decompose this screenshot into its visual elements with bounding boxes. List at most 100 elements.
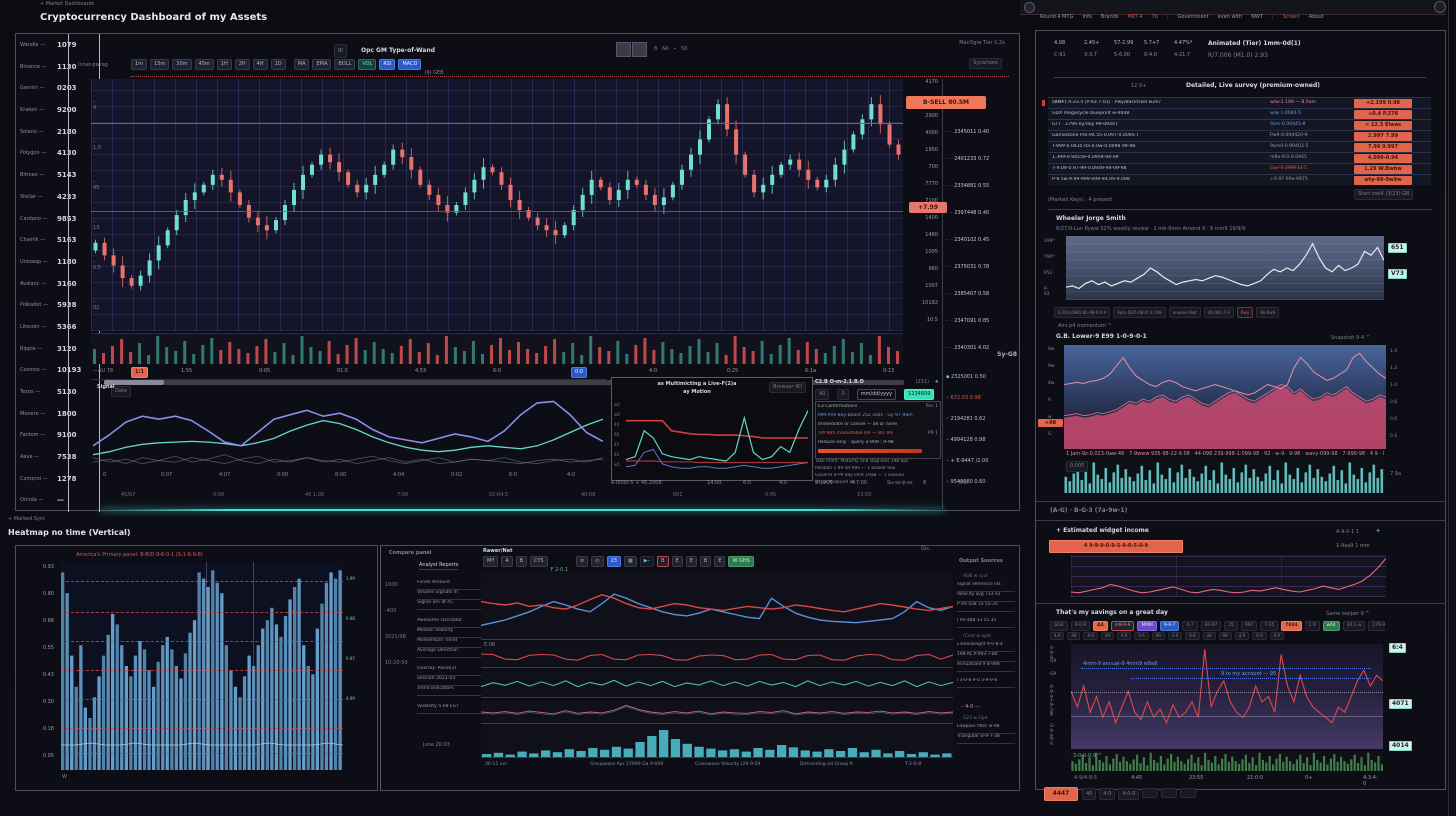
order-entry-row[interactable]: Immediate or cancel — all or none: [818, 422, 898, 427]
order-book-row[interactable]: – – 2401233 0.72: [946, 156, 990, 162]
spiky-toolbar-chip-2[interactable]: 9-9: [1252, 632, 1267, 640]
ridge-badge[interactable]: V73: [1388, 269, 1407, 279]
watchlist-row[interactable]: Litecoin — 5366: [16, 318, 101, 340]
spiky-toolbar-chip-2[interactable]: 99: [1067, 632, 1081, 640]
survey-row-button[interactable]: +0.4 P.278: [1354, 109, 1412, 119]
navbar-item[interactable]: MKT 4: [1127, 14, 1143, 20]
watchlist-row[interactable]: Solano — 2180: [16, 123, 101, 145]
spiky-toolbar-chip[interactable]: m9-9-9: [1110, 621, 1135, 631]
watchlist-row[interactable]: Wandle — 1079: [16, 36, 101, 58]
spiky-toolbar-chip-2[interactable]: 9.9: [1083, 632, 1098, 640]
spiky-action-button[interactable]: 4447: [1044, 787, 1078, 801]
survey-row-button[interactable]: 1.29 W.Bwbw: [1354, 164, 1412, 174]
order-book-row[interactable]: – – 2385407 0.58: [946, 291, 990, 297]
lev-field[interactable]: 0: [837, 389, 849, 400]
spiky-toolbar-chip[interactable]: 1.9: [1304, 621, 1320, 631]
compare-right-row[interactable]: Triangular w-9-7-38: [957, 734, 1015, 744]
income-add-icon[interactable]: +: [1376, 528, 1381, 534]
watchlist-row[interactable]: Tezos — 5130: [16, 383, 101, 405]
chart-scrollbar[interactable]: [104, 380, 904, 385]
candlestick-chart[interactable]: [91, 79, 903, 331]
spiky-toolbar-chip[interactable]: 9-9-7: [1159, 621, 1180, 631]
ridge-footer-chip[interactable]: 9am (835-08-0) 2-198: [1113, 307, 1166, 318]
survey-row[interactable]: 1.399-0.94559-0.0959-94-09 m9a-9.0-0.0945…: [1048, 152, 1431, 163]
watchlist-row[interactable]: Chainlk — 5163: [16, 231, 101, 253]
compare-right-row[interactable]: I 3-0-8 9-0 3-9-9-8: [957, 678, 1015, 688]
spiky-toolbar-chip[interactable]: 9-0-9: [1070, 621, 1091, 631]
date-field[interactable]: mm/dd/yyyy: [856, 389, 897, 400]
spiky-toolbar-chip-2[interactable]: 4.9: [1167, 632, 1183, 640]
qty-field[interactable]: 40: [815, 389, 830, 400]
spiky-toolbar-chip[interactable]: w64: [1322, 621, 1340, 631]
sell-price-badge[interactable]: B-SELL 80.5M: [906, 96, 986, 109]
watchlist-row[interactable]: Orinda — —: [16, 491, 101, 513]
ridge-footer-chip[interactable]: Rwy: [1236, 307, 1254, 318]
spiky-toolbar-chip-2[interactable]: 9.9: [1269, 632, 1285, 640]
survey-row-button[interactable]: 7.99 9.997: [1354, 142, 1412, 152]
watchlist-row[interactable]: Uniswap — 1180: [16, 253, 101, 275]
spiky-toolbar-chip[interactable]: 997: [1240, 621, 1258, 631]
navbar-item[interactable]: Round 4 MTG: [1040, 14, 1074, 20]
heatmap-bar-chart[interactable]: [61, 562, 343, 770]
spiky-toolbar-chip-2[interactable]: 9.9: [1185, 632, 1200, 640]
compare-left-link[interactable]: Trend indicators: [417, 686, 481, 696]
timeframe-chip[interactable]: 1H: [216, 59, 232, 70]
order-entry-row[interactable]: Reduce-only · query a-909 : 9-98: [818, 440, 894, 445]
ridge-footer-chip[interactable]: w-wave-9wt: [1168, 307, 1201, 318]
survey-row[interactable]: T-999-0.0435-0a-0.0w-0.0098 99-98 9am0-0.…: [1048, 141, 1431, 152]
x-axis-lead-chip[interactable]: 1:1: [131, 367, 148, 378]
order-entry-row[interactable]: MM P49 Buy-Boost 252 slots · Gy 97 9am: [818, 413, 913, 418]
spiky-toolbar-chip[interactable]: 7034: [1281, 621, 1302, 631]
analyst-reports-link[interactable]: Analyst Reports: [419, 562, 459, 570]
timeframe-chip[interactable]: 4H: [252, 59, 268, 70]
survey-footer-chip[interactable]: Start ow/4 (3/23) GB: [1354, 189, 1414, 200]
header-mini-icons[interactable]: 8 6A ⌁ 50: [654, 46, 688, 52]
watchlist-row[interactable]: Ripple — 3120: [16, 340, 101, 362]
orders-lower-row[interactable]: • 4994128 0.98: [946, 437, 986, 443]
order-book-row[interactable]: – – 2375031 0.78: [946, 264, 990, 270]
user-avatar-icon[interactable]: [1024, 2, 1035, 13]
watchlist-row[interactable]: Aave — 7538: [16, 448, 101, 470]
compare-pane-2[interactable]: [481, 641, 953, 668]
watchlist-row[interactable]: Cosmos — 10193: [16, 361, 101, 383]
x-axis-chip[interactable]: 0:0: [571, 367, 588, 378]
navbar-item[interactable]: Info: [1082, 14, 1092, 20]
orders-lower-row[interactable]: ▪ 2325001 0.50: [946, 374, 986, 380]
survey-row[interactable]: (BNF) A-23.4 (P-03.7-01) · Pwy/Backtrwd …: [1042, 97, 1431, 108]
percent-badge[interactable]: +7.99: [909, 202, 947, 213]
spiky-square-button[interactable]: [1142, 788, 1159, 798]
spiky-toolbar-chip[interactable]: 4-7: [1182, 621, 1198, 631]
spiky-toolbar-chip[interactable]: 7-25: [1260, 621, 1279, 631]
compare-left-link[interactable]: Median Velocity: [417, 628, 481, 638]
compare-toolbar-chip[interactable]: E: [671, 556, 683, 567]
watchlist-row[interactable]: Cardano — 9853: [16, 210, 101, 232]
spiky-toolbar-chip-2[interactable]: 4.9: [1116, 632, 1132, 640]
survey-row[interactable]: 7-9.09-0.97-99-0.0949-94-09-98 Gw/-9.0999…: [1048, 163, 1431, 174]
order-book-row[interactable]: – – 2340102 0.45: [946, 237, 990, 243]
spiky-toolbar-chip-2[interactable]: 99: [1151, 632, 1165, 640]
spiky-toolbar-chip[interactable]: 25: [1224, 621, 1238, 631]
area-chart[interactable]: [1064, 345, 1386, 449]
navbar-item[interactable]: Government: [1177, 14, 1209, 20]
compare-left-link[interactable]: Session 2021-03: [417, 676, 481, 686]
indicator-chip[interactable]: BOLL: [334, 59, 356, 70]
watchlist-row[interactable]: Gemini — 0203: [16, 79, 101, 101]
income-cta-button[interactable]: 4 9-9-9-0-9-5-9-0-5-0-9: [1049, 540, 1183, 553]
watchlist-row[interactable]: Binance — 1130: [16, 58, 101, 80]
spiky-square-button[interactable]: [1161, 788, 1178, 798]
watchlist-row[interactable]: Stellar — 4233: [16, 188, 101, 210]
order-book-row[interactable]: – – 2334881 0.55: [946, 183, 990, 189]
compare-pane-4[interactable]: [481, 701, 953, 724]
compare-toolbar-chip[interactable]: W GHS: [728, 556, 754, 567]
timeframe-chip[interactable]: 1m: [131, 59, 148, 70]
watchlist-row[interactable]: Bitmex — 5143: [16, 166, 101, 188]
ridge-footer-chip[interactable]: 6-302-0981-81-98-0-0-9: [1054, 307, 1111, 318]
navbar-item[interactable]: even with: [1217, 14, 1243, 20]
order-book-row[interactable]: – – 2347091 0.85: [946, 318, 990, 324]
navbar-item[interactable]: Screen: [1282, 14, 1300, 20]
watchlist-row[interactable]: Kraken — 9200: [16, 101, 101, 123]
spiky-toolbar-chip[interactable]: GG4: [1050, 621, 1068, 631]
compare-toolbar-chip[interactable]: ◴: [591, 556, 604, 567]
compare-toolbar-chip[interactable]: B: [515, 556, 527, 567]
indicator-chip[interactable]: EMA: [312, 59, 332, 70]
